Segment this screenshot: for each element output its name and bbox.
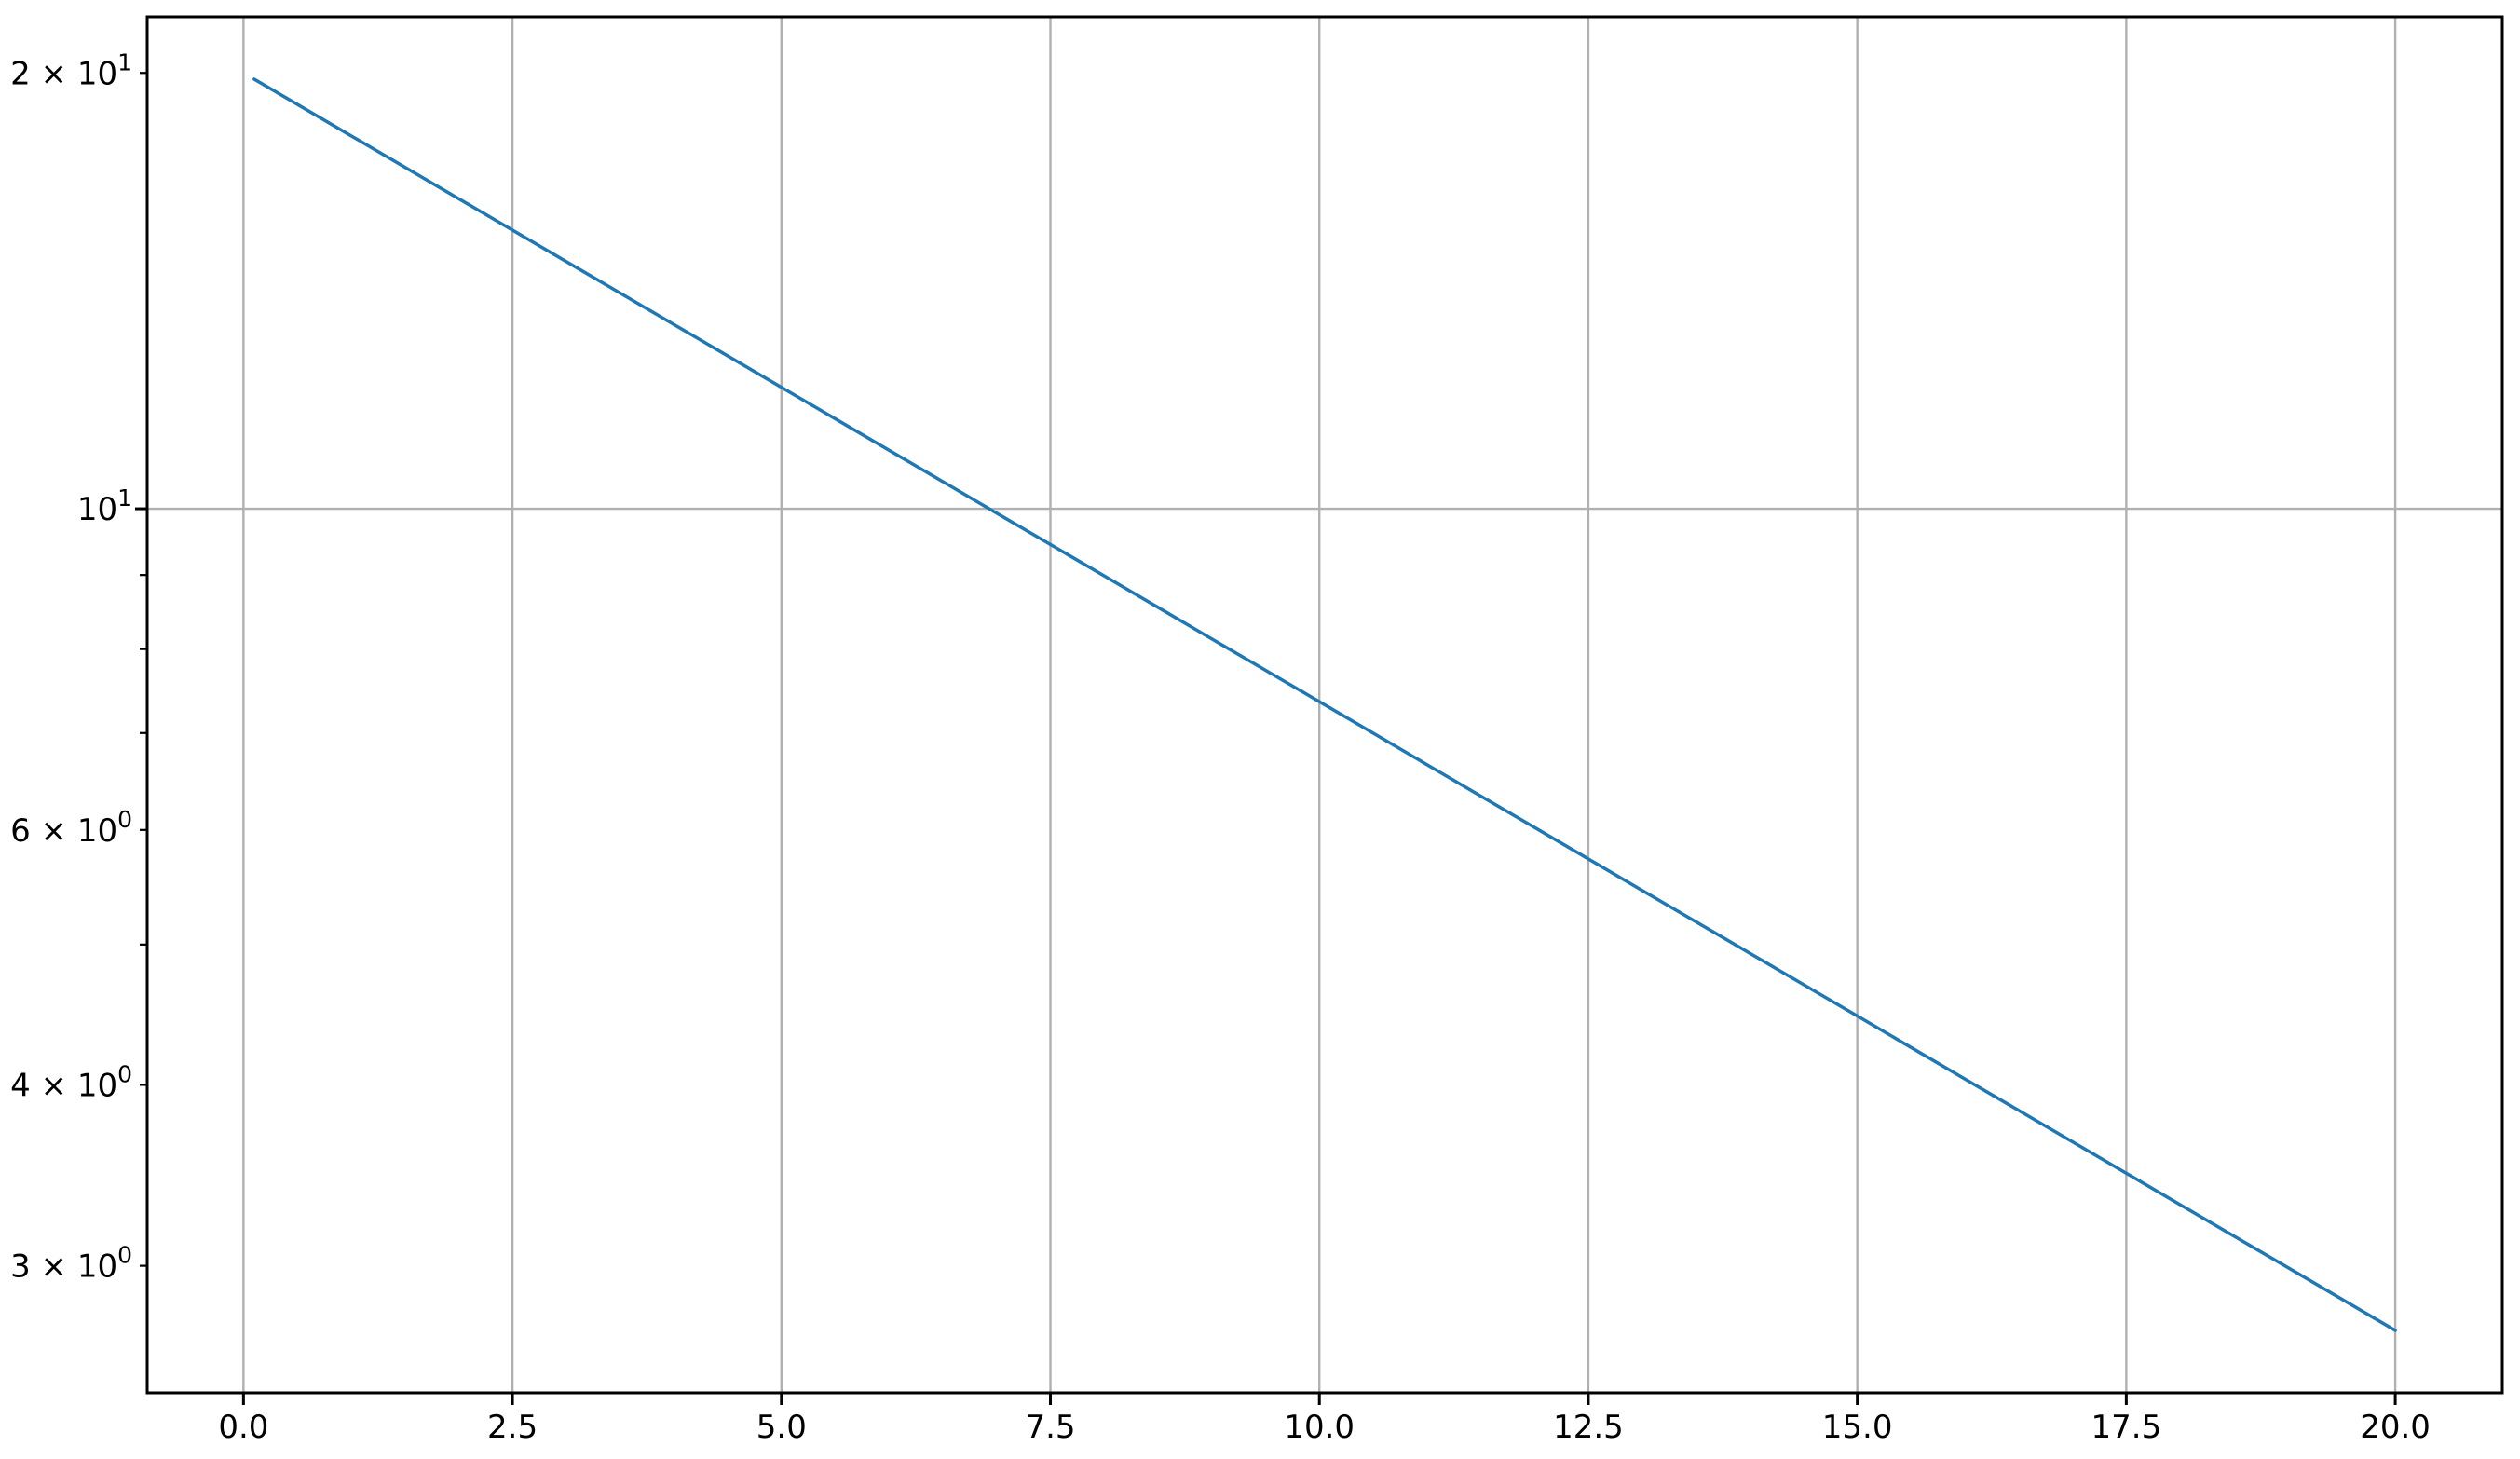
x-tick-label: 2.5 xyxy=(487,1409,538,1446)
y-tick-label: 2 × 101 xyxy=(10,48,132,92)
x-tick-label: 17.5 xyxy=(2091,1409,2162,1446)
y-tick-label: 3 × 100 xyxy=(10,1242,132,1286)
x-tick-label: 12.5 xyxy=(1553,1409,1624,1446)
x-tick-label: 7.5 xyxy=(1025,1409,1075,1446)
x-tick-label: 20.0 xyxy=(2360,1409,2431,1446)
axes-spines xyxy=(145,15,2504,1395)
x-tick-label: 15.0 xyxy=(1822,1409,1893,1446)
exponential-decay-line xyxy=(252,77,2397,1332)
x-tick-label: 10.0 xyxy=(1284,1409,1355,1446)
y-tick-label: 101 xyxy=(77,484,132,528)
x-tick-label: 0.0 xyxy=(218,1409,268,1446)
y-tick-label: 4 × 100 xyxy=(10,1060,132,1104)
x-tick-label: 5.0 xyxy=(756,1409,807,1446)
y-tick-label: 6 × 100 xyxy=(10,806,132,850)
